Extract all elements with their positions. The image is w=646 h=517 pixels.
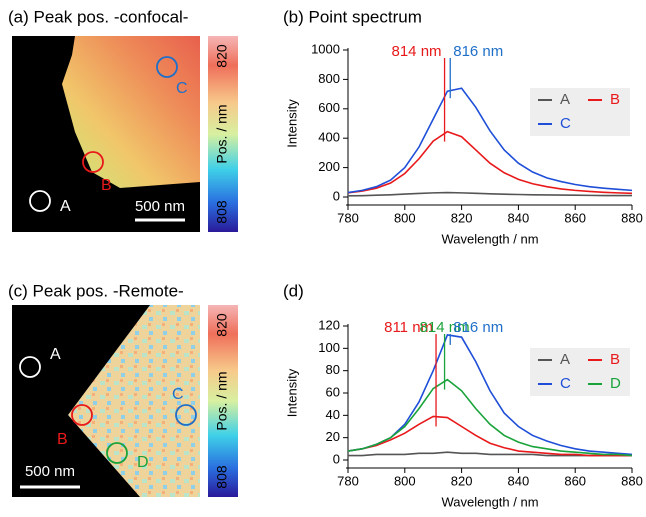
- y-tick-label: 400: [318, 130, 340, 145]
- map-title: (a) Peak pos. -confocal-: [8, 7, 188, 26]
- point-marker: [175, 404, 197, 426]
- legend-label: A: [560, 91, 570, 108]
- map-region: [68, 305, 200, 497]
- point-label: D: [137, 454, 149, 471]
- point-marker: [106, 442, 128, 464]
- legend-label: C: [560, 375, 571, 392]
- x-tick-label: 780: [337, 473, 359, 488]
- point-marker: [71, 404, 93, 426]
- map-title: (c) Peak pos. -Remote-: [8, 281, 184, 300]
- annotation-label: 816 nm: [453, 319, 503, 336]
- colorbar: [208, 305, 238, 497]
- y-tick-label: 600: [318, 100, 340, 115]
- point-marker: [156, 56, 178, 78]
- colorbar-label: Pos. / nm: [214, 104, 230, 163]
- x-tick-label: 880: [621, 473, 643, 488]
- scale-bar-label: 500 nm: [135, 198, 185, 215]
- annotation-label: 814 nm: [392, 43, 442, 60]
- colorbar-tick-label: 808: [214, 465, 230, 489]
- y-tick-label: 20: [326, 429, 340, 444]
- legend-label: C: [560, 115, 571, 132]
- colorbar-tick-label: 820: [214, 44, 230, 68]
- x-tick-label: 840: [508, 210, 530, 225]
- point-label: B: [57, 431, 68, 448]
- map-region: [62, 36, 200, 188]
- series-line: [347, 130, 633, 195]
- y-tick-label: 100: [318, 340, 340, 355]
- x-tick-label: 860: [564, 473, 586, 488]
- point-label: A: [50, 346, 61, 363]
- point-label: C: [176, 80, 188, 97]
- chart-title: (b) Point spectrum: [283, 7, 422, 26]
- y-tick-label: 1000: [311, 41, 340, 56]
- y-tick-label: 0: [333, 188, 340, 203]
- annotation-label: 814 nm: [420, 319, 470, 336]
- x-tick-label: 840: [508, 473, 530, 488]
- annotation-label: 816 nm: [453, 43, 503, 60]
- x-tick-label: 820: [451, 210, 473, 225]
- legend-label: B: [610, 91, 620, 108]
- series-line: [347, 87, 633, 194]
- y-tick-label: 80: [326, 362, 340, 377]
- colorbar-label: Pos. / nm: [214, 371, 230, 430]
- x-tick-label: 800: [394, 210, 416, 225]
- maps: [12, 36, 238, 497]
- x-axis-label: Wavelength / nm: [441, 231, 538, 246]
- x-tick-label: 860: [564, 210, 586, 225]
- series-line: [347, 191, 632, 197]
- x-tick-label: 800: [394, 473, 416, 488]
- x-tick-label: 880: [621, 210, 643, 225]
- y-tick-label: 60: [326, 384, 340, 399]
- legend-box: [530, 348, 630, 396]
- y-tick-label: 0: [333, 451, 340, 466]
- chart-title: (d): [283, 281, 304, 300]
- point-marker: [19, 356, 41, 378]
- scale-bar-label: 500 nm: [25, 463, 75, 480]
- point-marker: [29, 190, 51, 212]
- y-axis-label: Intensity: [284, 368, 299, 417]
- colorbar-tick-label: 808: [214, 200, 230, 224]
- legend-label: B: [610, 351, 620, 368]
- point-marker: [82, 151, 104, 173]
- y-tick-label: 40: [326, 407, 340, 422]
- colorbar-tick-label: 820: [214, 313, 230, 337]
- x-axis-label: Wavelength / nm: [441, 494, 538, 509]
- annotation-label: 811 nm: [384, 319, 433, 336]
- point-label: B: [101, 177, 112, 194]
- y-tick-label: 120: [318, 317, 340, 332]
- y-tick-label: 200: [318, 159, 340, 174]
- legend-label: D: [610, 375, 621, 392]
- series-line: [347, 415, 632, 457]
- point-label: A: [60, 198, 71, 215]
- legend-box: [530, 88, 630, 136]
- legend-label: A: [560, 351, 570, 368]
- colorbar: [208, 36, 238, 232]
- y-tick-label: 800: [318, 71, 340, 86]
- series-line: [347, 378, 633, 457]
- point-label: C: [172, 386, 184, 403]
- y-axis-label: Intensity: [284, 99, 299, 148]
- x-tick-label: 820: [451, 473, 473, 488]
- x-tick-label: 780: [337, 210, 359, 225]
